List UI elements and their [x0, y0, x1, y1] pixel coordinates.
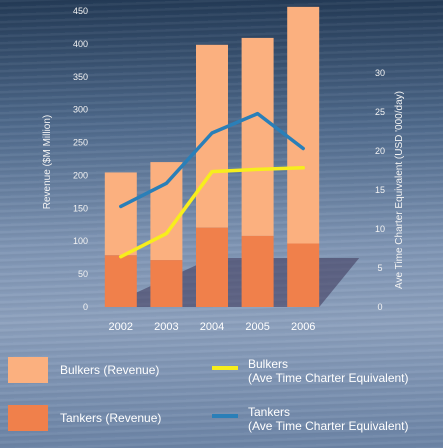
legend-item-bulkers-revenue: Bulkers (Revenue): [8, 357, 159, 383]
x-tick-label-2003: 2003: [154, 321, 178, 333]
chart-legend: Bulkers (Revenue) Tankers (Revenue) Bulk…: [0, 345, 443, 448]
bar-shadow: [104, 258, 360, 307]
bar-layer: [104, 6, 320, 307]
left-tick-label: 150: [73, 203, 88, 213]
x-tick-label-2005: 2005: [245, 321, 269, 333]
revenue-chart: 0 50 100 150 200 250 300 350 400 450 0 5 10 15 20 25 30…: [42, 6, 405, 333]
legend-line-bulkers-tce: [212, 366, 238, 370]
right-axis-title: Ave Time Charter Equivalent (USD '000/da…: [394, 91, 405, 289]
left-tick-label: 350: [73, 72, 88, 82]
left-tick-label: 100: [73, 236, 88, 246]
bar-bulkers-revenue-2003: [150, 162, 183, 261]
line-layer: [119, 111, 305, 259]
bar-tankers-revenue-2006: [287, 243, 320, 307]
legend-label-bulkers-tce: Bulkers (Ave Time Charter Equivalent): [248, 357, 409, 385]
bar-tankers-revenue-2004: [196, 227, 228, 307]
right-axis-ticks: 0 5 10 15 20 25 30: [375, 68, 385, 312]
bar-bulkers-revenue-2004: [196, 44, 228, 228]
right-tick-label: 25: [375, 107, 385, 117]
x-tick-label-2006: 2006: [291, 321, 315, 333]
legend-label-bulkers-revenue: Bulkers (Revenue): [60, 363, 160, 377]
right-tick-label: 10: [375, 224, 385, 234]
x-tick-label-2002: 2002: [109, 321, 133, 333]
line-bulkers-tce: [119, 166, 305, 259]
right-tick-label: 20: [375, 146, 385, 156]
legend-swatch-tankers-revenue: [8, 405, 48, 431]
left-tick-label: 400: [73, 39, 88, 49]
left-tick-label: 300: [73, 105, 88, 115]
left-tick-label: 200: [73, 170, 88, 180]
left-tick-label: 250: [73, 138, 88, 148]
bar-tankers-revenue-2003: [150, 260, 183, 307]
left-tick-label: 50: [78, 269, 88, 279]
x-tick-label-2004: 2004: [200, 321, 224, 333]
left-tick-label: 0: [83, 302, 88, 312]
left-axis-title: Revenue ($M Million): [42, 115, 53, 209]
right-tick-label: 15: [375, 185, 385, 195]
legend-label-tankers-tce: Tankers (Ave Time Charter Equivalent): [248, 405, 409, 433]
bar-bulkers-revenue-2002: [104, 172, 137, 256]
legend-label-tankers-revenue: Tankers (Revenue): [60, 411, 162, 425]
line-tankers-tce: [119, 111, 305, 209]
legend-item-tankers-tce: Tankers (Ave Time Charter Equivalent): [212, 405, 409, 433]
right-tick-label: 0: [377, 302, 382, 312]
bar-bulkers-revenue-2006: [287, 6, 320, 244]
legend-label-tankers-tce-line1: Tankers: [248, 405, 291, 419]
legend-item-bulkers-tce: Bulkers (Ave Time Charter Equivalent): [212, 357, 409, 385]
bar-shadow-layer: [104, 258, 360, 307]
legend-line-tankers-tce: [212, 414, 238, 418]
bar-tankers-revenue-2002: [104, 255, 137, 307]
left-tick-label: 450: [73, 6, 88, 16]
legend-label-tankers-tce-line2: (Ave Time Charter Equivalent): [248, 419, 409, 433]
bar-bulkers-revenue-2005: [241, 37, 274, 236]
legend-item-tankers-revenue: Tankers (Revenue): [8, 405, 161, 431]
legend-swatch-bulkers-revenue: [8, 357, 48, 383]
x-axis-ticks: 2002 2003 2004 2005 2006: [109, 321, 316, 333]
right-tick-label: 5: [377, 263, 382, 273]
right-tick-label: 30: [375, 68, 385, 78]
legend-label-bulkers-tce-line1: Bulkers: [248, 357, 289, 371]
left-axis-ticks: 0 50 100 150 200 250 300 350 400 450: [73, 6, 88, 312]
bar-tankers-revenue-2005: [241, 235, 274, 307]
legend-label-bulkers-tce-line2: (Ave Time Charter Equivalent): [248, 371, 409, 385]
